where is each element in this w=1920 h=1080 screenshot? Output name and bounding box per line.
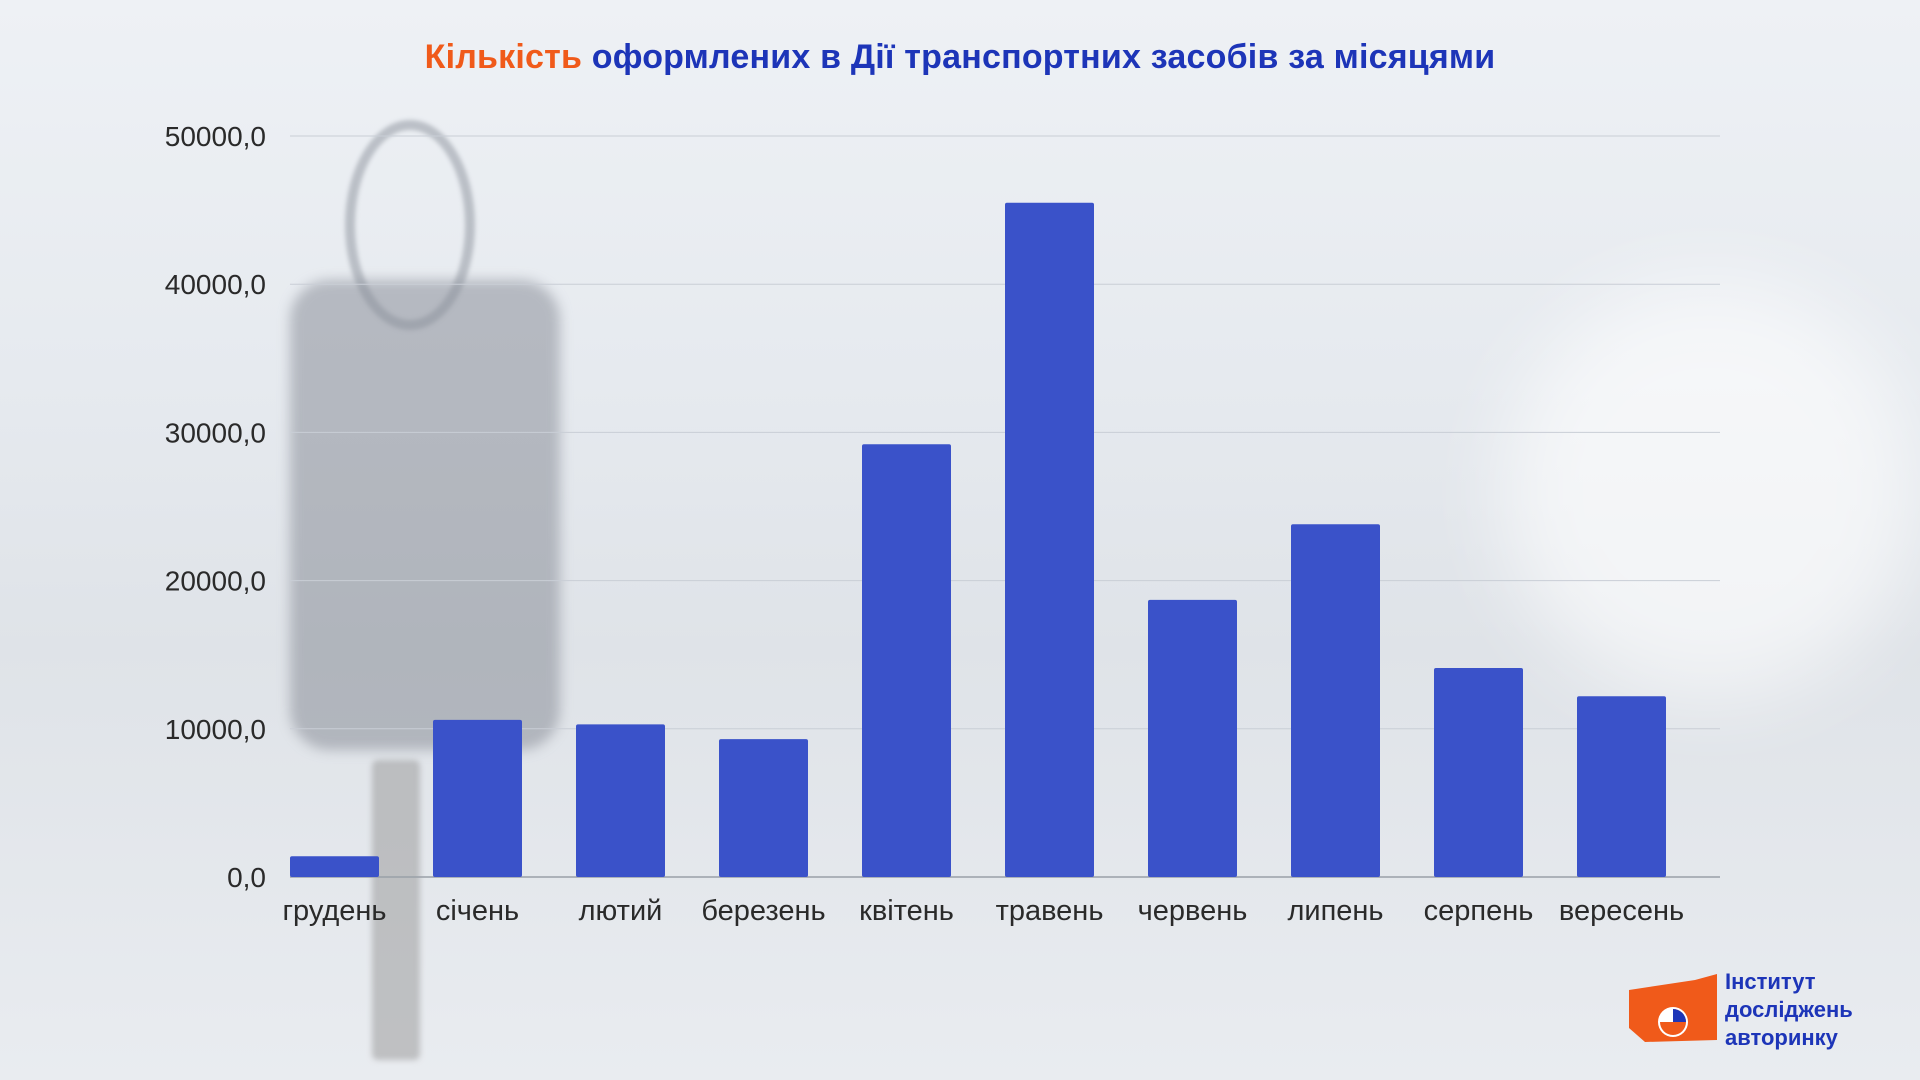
x-tick-label: березень xyxy=(701,895,825,927)
bar-квітень xyxy=(862,444,951,877)
x-tick-label: червень xyxy=(1138,895,1248,927)
bar-травень xyxy=(1005,202,1094,877)
logo-line-2: досліджень xyxy=(1725,997,1853,1022)
x-tick-label: травень xyxy=(996,895,1104,927)
x-tick-label: лютий xyxy=(579,895,663,927)
bar-липень xyxy=(1291,524,1380,877)
bar-серпень xyxy=(1434,668,1523,877)
bar-лютий xyxy=(576,724,665,877)
x-tick-label: липень xyxy=(1287,895,1383,927)
chart-title: Кількість оформлених в Дії транспортних … xyxy=(0,38,1920,77)
y-tick-label: 10000,0 xyxy=(165,714,266,745)
x-tick-label: січень xyxy=(436,895,519,927)
x-tick-label: серпень xyxy=(1424,895,1534,927)
chart-title-rest: оформлених в Дії транспортних засобів за… xyxy=(582,38,1496,76)
y-tick-label: 0,0 xyxy=(227,862,266,893)
bar-грудень xyxy=(290,856,379,877)
x-tick-label: вересень xyxy=(1559,895,1684,927)
logo-line-3: авторинку xyxy=(1725,1025,1838,1050)
bar-вересень xyxy=(1577,696,1666,877)
bar-червень xyxy=(1148,599,1237,877)
y-tick-label: 40000,0 xyxy=(165,269,266,300)
logo-flag-icon xyxy=(1629,974,1717,1042)
bar-березень xyxy=(719,739,808,877)
y-tick-label: 30000,0 xyxy=(165,417,266,448)
y-tick-label: 20000,0 xyxy=(165,566,266,597)
x-tick-label: грудень xyxy=(282,895,386,927)
x-tick-label: квітень xyxy=(859,895,954,927)
logo-text: Інститут досліджень авторинку xyxy=(1725,968,1853,1052)
logo-line-1: Інститут xyxy=(1725,969,1816,994)
chart-title-accent: Кількість xyxy=(424,38,583,76)
y-tick-label: 50000,0 xyxy=(165,121,266,152)
bar-січень xyxy=(433,719,522,877)
